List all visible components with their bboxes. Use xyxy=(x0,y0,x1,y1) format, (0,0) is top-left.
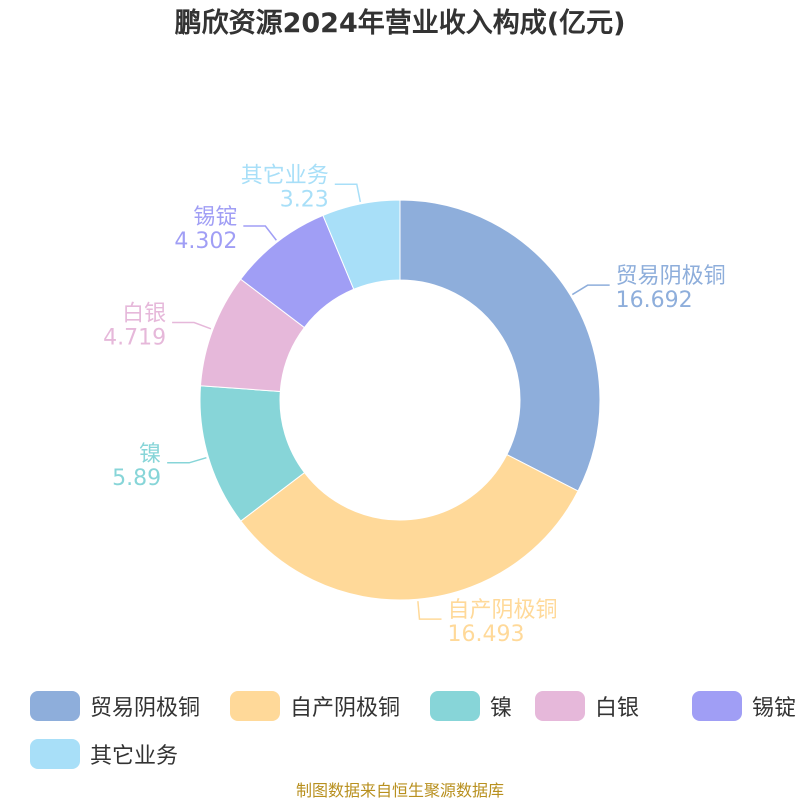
leader-line-2 xyxy=(167,456,207,464)
legend-swatch xyxy=(430,691,480,721)
leader-line-4 xyxy=(243,225,277,241)
slice-category-label-5: 其它业务 xyxy=(241,163,329,188)
legend-label: 贸易阴极铜 xyxy=(90,696,201,721)
slice-value-label-3: 4.719 xyxy=(103,326,166,351)
leader-line-0 xyxy=(571,284,610,296)
leader-line-1 xyxy=(417,601,442,620)
donut-slice-5 xyxy=(322,199,401,290)
legend-item-5[interactable]: 其它业务 xyxy=(30,736,178,772)
legend-item-3[interactable]: 白银 xyxy=(535,688,639,724)
slice-category-label-1: 自产阴极铜 xyxy=(447,598,557,623)
legend-swatch xyxy=(30,739,80,769)
legend-label: 镍 xyxy=(490,696,513,721)
legend-label: 白银 xyxy=(595,696,640,721)
legend-item-4[interactable]: 锡锭 xyxy=(692,688,796,724)
chart-title: 鹏欣资源2024年营业收入构成(亿元) xyxy=(174,8,626,39)
slice-value-label-0: 16.692 xyxy=(616,288,693,313)
legend-item-2[interactable]: 镍 xyxy=(430,688,512,724)
legend-label: 其它业务 xyxy=(90,744,179,769)
legend-swatch xyxy=(30,691,80,721)
legend-label: 自产阴极铜 xyxy=(290,696,401,721)
legend-label: 锡锭 xyxy=(752,696,797,721)
legend-swatch xyxy=(535,691,585,721)
slice-category-label-3: 白银 xyxy=(122,302,166,327)
slice-value-label-1: 16.493 xyxy=(447,622,524,647)
slice-category-label-4: 锡锭 xyxy=(193,205,237,230)
leader-line-3 xyxy=(172,321,212,330)
slice-category-label-0: 贸易阴极铜 xyxy=(616,264,726,289)
legend-item-1[interactable]: 自产阴极铜 xyxy=(230,688,400,724)
leader-line-5 xyxy=(334,183,362,203)
slice-value-label-2: 5.89 xyxy=(112,466,161,491)
slice-category-label-2: 镍 xyxy=(139,442,161,467)
slice-value-label-5: 3.23 xyxy=(280,187,329,212)
donut-slice-0 xyxy=(399,199,601,492)
legend-swatch xyxy=(230,691,280,721)
donut-slice-1 xyxy=(240,453,579,601)
source-note: 制图数据来自恒生聚源数据库 xyxy=(295,781,504,800)
legend-item-0[interactable]: 贸易阴极铜 xyxy=(30,688,200,724)
legend-swatch xyxy=(692,691,742,721)
slice-value-label-4: 4.302 xyxy=(174,229,237,254)
